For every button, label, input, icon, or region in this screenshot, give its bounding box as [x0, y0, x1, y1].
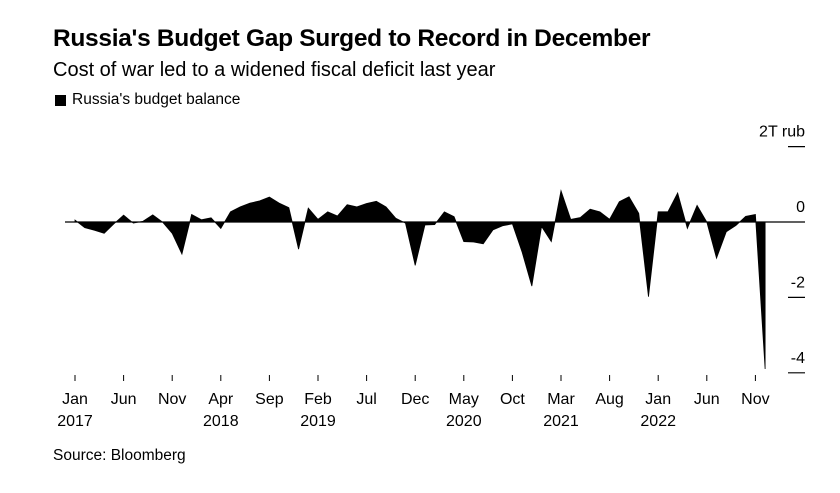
legend-label: Russia's budget balance: [72, 91, 241, 108]
x-tick-label: Jun: [694, 391, 720, 408]
x-tick-year-label: 2019: [300, 413, 336, 430]
x-tick-year-label: 2018: [203, 413, 239, 430]
x-tick-label: Sep: [255, 391, 284, 408]
x-tick-label: Aug: [595, 391, 623, 408]
x-tick-label: Nov: [158, 391, 186, 408]
series-area: [74, 189, 766, 370]
x-tick-year-label: 2017: [57, 413, 93, 430]
x-tick-label: Jun: [111, 391, 137, 408]
x-tick-label: Dec: [401, 391, 429, 408]
chart-title: Russia's Budget Gap Surged to Record in …: [53, 25, 651, 52]
area-layer: [74, 189, 766, 370]
y-tick-label: -4: [791, 350, 805, 367]
x-tick-label: Feb: [304, 391, 332, 408]
x-tick-label: Apr: [208, 391, 234, 408]
y-tick-label: 0: [796, 199, 805, 216]
source-note: Source: Bloomberg: [53, 447, 186, 464]
chart-subtitle: Cost of war led to a widened fiscal defi…: [53, 59, 496, 81]
x-tick-year-label: 2022: [640, 413, 676, 430]
x-tick-year-label: 2021: [543, 413, 579, 430]
x-tick-label: Mar: [547, 391, 575, 408]
x-tick-label: Jan: [645, 391, 671, 408]
x-tick-label: Nov: [741, 391, 769, 408]
x-tick-label: May: [449, 391, 479, 408]
y-tick-label: -2: [791, 274, 805, 291]
legend: Russia's budget balance: [55, 91, 240, 109]
x-tick-year-label: 2020: [446, 413, 482, 430]
axis-layer: 2T rub 0 -2 -4 Jan 2017 Jun Nov Apr 2018 Sep Feb 201…: [57, 124, 805, 430]
x-tick-label: Jul: [356, 391, 376, 408]
x-tick-label: Jan: [62, 391, 88, 408]
y-tick-label: 2T rub: [759, 124, 805, 141]
legend-swatch: [55, 94, 66, 106]
x-tick-label: Oct: [500, 391, 525, 408]
